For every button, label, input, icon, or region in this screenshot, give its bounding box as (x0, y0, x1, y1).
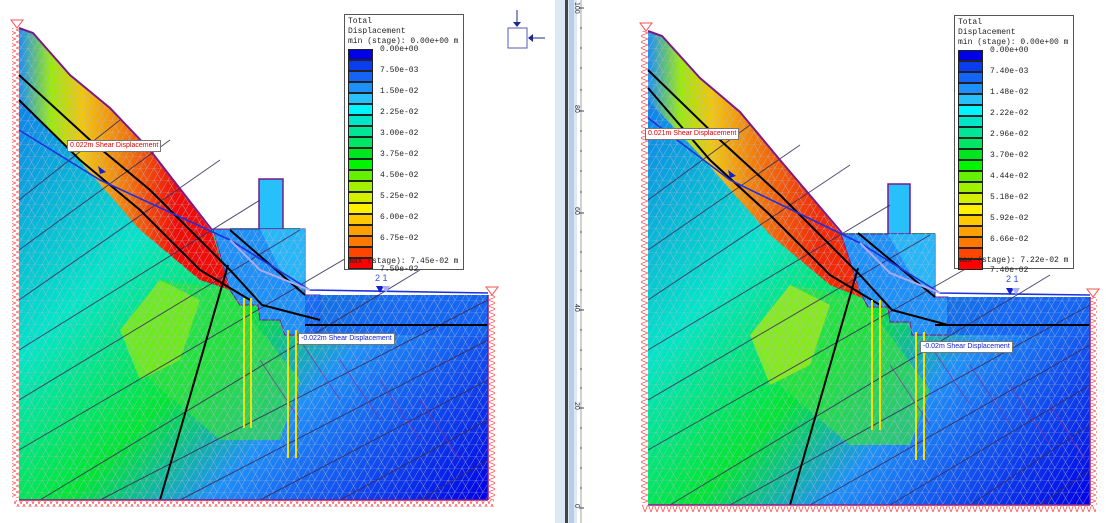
axis-direction-icon (507, 10, 545, 49)
legend-tick: 0.00e+00 (990, 46, 1029, 55)
ruler-label: 80 (573, 105, 580, 113)
legend-min: min (stage): 0.00e+00 m (958, 38, 1069, 47)
splitter-highlight (569, 0, 574, 523)
legend-tick: 4.44e-02 (990, 172, 1029, 181)
legend-tick: 7.50e-02 (380, 265, 419, 274)
legend-title-line1: Total (348, 17, 373, 26)
legend-tick: 2.22e-02 (990, 109, 1029, 118)
legend-min: min (stage): 0.00e+00 m (348, 37, 459, 46)
legend-tick: 6.75e-02 (380, 234, 419, 243)
legend-tick: 7.50e-03 (380, 66, 419, 75)
legend-tick: 5.25e-02 (380, 192, 419, 201)
left-legend: Total Displacement min (stage): 0.00e+00… (344, 14, 464, 274)
upper-shear-displacement-label: 0.021m Shear Displacement (645, 128, 740, 140)
left-model-view[interactable]: 0.022m Shear Displacement -0.022m Shear … (0, 0, 500, 523)
left-boundary-support (12, 28, 19, 498)
legend-tick: 6.66e-02 (990, 235, 1029, 244)
legend-tick: 3.75e-02 (380, 150, 419, 159)
legend-color-bar: 0.00e+00 7.40e-03 1.48e-02 2.22e-02 2.96… (958, 46, 1070, 275)
legend-tick: 3.70e-02 (990, 151, 1029, 160)
ruler-label: 60 (573, 207, 580, 215)
right-boundary-support (641, 31, 648, 503)
legend-tick: 2.96e-02 (990, 130, 1029, 139)
legend-tick: 3.00e-02 (380, 129, 419, 138)
ruler-label: 40 (573, 304, 580, 312)
legend-tick: 2.25e-02 (380, 108, 419, 117)
legend-tick: 6.00e-02 (380, 213, 419, 222)
right-legend: Total Displacement min (stage): 0.00e+00… (954, 15, 1074, 275)
ruler-label: 20 (573, 402, 580, 410)
legend-tick: 5.18e-02 (990, 193, 1029, 202)
splitter-bar[interactable] (565, 0, 568, 523)
legend-tick: 7.40e-02 (990, 266, 1029, 275)
ruler-label: 100 (573, 2, 580, 14)
legend-title-line2: Displacement (958, 28, 1016, 37)
lower-shear-displacement-label: -0.022m Shear Displacement (298, 333, 395, 345)
lower-shear-displacement-label: -0.02m Shear Displacement (920, 341, 1013, 353)
legend-max: max (stage): 7.45e-02 m (348, 257, 459, 266)
legend-color-bar: 0.00e+00 7.50e-03 1.50e-02 2.25e-02 3.00… (348, 45, 460, 274)
legend-tick: 1.50e-02 (380, 87, 419, 96)
legend-tick: 7.40e-03 (990, 67, 1029, 76)
ruler-ticks (579, 0, 584, 523)
legend-tick: 0.00e+00 (380, 45, 419, 54)
legend-title-line1: Total (958, 18, 983, 27)
stage-markers-label: 2 1 (375, 273, 388, 283)
vertical-ruler[interactable]: 100 80 60 40 20 0 (555, 0, 585, 523)
stage-markers-label: 2 1 (1006, 274, 1019, 284)
legend-tick: 1.48e-02 (990, 88, 1029, 97)
right-model-view[interactable]: 0.021m Shear Displacement -0.02m Shear D… (600, 0, 1106, 523)
ruler-label: 0 (573, 504, 580, 508)
legend-title-line2: Displacement (348, 27, 406, 36)
legend-tick: 5.92e-02 (990, 214, 1029, 223)
upper-shear-displacement-label: 0.022m Shear Displacement (67, 140, 162, 152)
legend-max: max (stage): 7.22e-02 m (958, 256, 1069, 265)
legend-tick: 4.50e-02 (380, 171, 419, 180)
